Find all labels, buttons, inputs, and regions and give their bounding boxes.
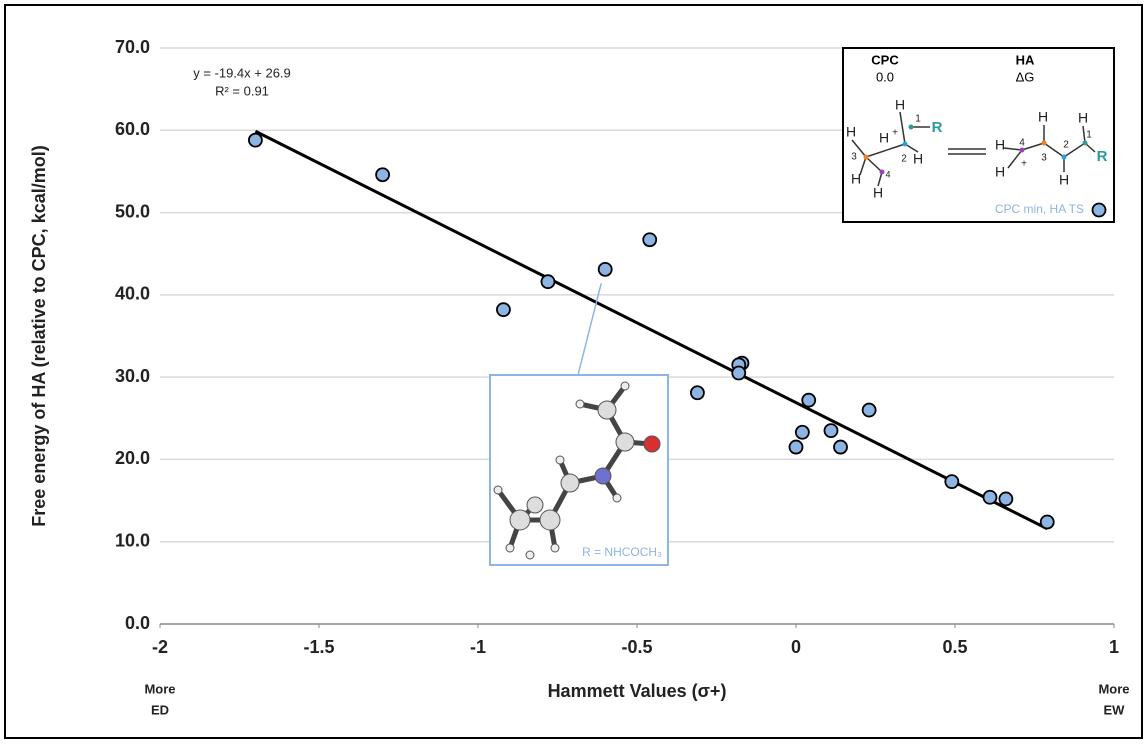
point [802,394,815,407]
scheme-atom-label: 2 [901,154,907,165]
scheme-atom-label: R [1097,148,1108,165]
y-tick-label: 70.0 [115,37,150,57]
atom [494,486,502,494]
scheme-atom-label: 1 [1086,130,1092,141]
x-tick-label: -2 [152,637,168,657]
scheme-atom-label: H [851,171,861,187]
atom [613,494,621,502]
scheme-atom-label: H [995,137,1005,153]
atom [576,400,584,408]
scheme-atom-label: H [913,151,923,167]
atom [561,474,579,492]
scheme-atom-label: 3 [851,152,857,163]
x-tick-label: -1.5 [303,637,334,657]
scheme-atom-label: 2 [1063,140,1069,151]
point [999,492,1012,505]
point [691,386,704,399]
x-tick-label: -0.5 [621,637,652,657]
trend-equation: y = -19.4x + 26.9 [193,65,291,80]
scheme-atom-label: + [1021,159,1027,170]
point [497,303,510,316]
scheme-title: CPC [871,52,899,67]
point [643,233,656,246]
scheme-atom-label: 4 [885,169,890,179]
x-tick-label: 1 [1109,637,1119,657]
scheme-atom [1042,141,1047,146]
scheme-title: HA [1016,52,1035,67]
legend-label: CPC min, HA TS [995,202,1084,216]
scheme-energy: 0.0 [876,69,894,84]
scheme-atom-label: 1 [915,114,921,125]
y-axis-label: Free energy of HA (relative to CPC, kcal… [29,145,49,526]
atom [598,401,616,419]
point [834,441,847,454]
y-tick-label: 60.0 [115,119,150,139]
point [983,491,996,504]
y-tick-label: 0.0 [125,613,150,633]
scheme-atom-label: H [1059,172,1069,188]
y-tick-label: 50.0 [115,201,150,221]
scheme-energy: ΔG [1016,69,1035,84]
point [1041,515,1054,528]
scheme-atom-label: 3 [1041,153,1047,164]
scheme-atom-label: H [895,97,905,113]
point [376,168,389,181]
scheme-atom-label: H [873,185,883,201]
x-tick-label: 0 [791,637,801,657]
atom [551,544,559,552]
y-tick-label: 10.0 [115,530,150,550]
point [824,424,837,437]
corner-label: More [144,681,175,696]
point [796,426,809,439]
x-tick-label: 0.5 [942,637,967,657]
scheme-atom-label: H [1078,110,1088,126]
scheme-atom-label: H [879,130,889,146]
inset-label: R = NHCOCH₃ [582,545,662,559]
scheme-atom-label: H [846,124,856,140]
legend-marker [1093,204,1106,217]
point [790,441,803,454]
chart: Free energy of HA (relative to CPC, kcal… [0,0,1148,744]
x-tick-label: -1 [470,637,486,657]
scheme-atom [1062,155,1067,160]
scheme-atom-label: H [995,164,1005,180]
point [863,404,876,417]
corner-label: ED [151,702,169,717]
scheme-atom-label: 4 [1019,138,1025,149]
y-tick-label: 30.0 [115,366,150,386]
scheme-atom [864,155,869,160]
atom [616,433,634,451]
atom [506,544,514,552]
atom [527,497,543,513]
y-tick-label: 20.0 [115,448,150,468]
scheme-atom [1083,141,1088,146]
scheme-atom-label: + [892,128,898,139]
point [541,275,554,288]
atom [644,436,660,452]
point [599,263,612,276]
point [249,134,262,147]
corner-label: More [1098,681,1129,696]
scheme-atom-label: H [1038,109,1048,125]
x-axis-label: Hammett Values (σ+) [548,681,727,701]
atom [540,510,560,530]
point [732,367,745,380]
atom [556,456,564,464]
scheme-atom [909,125,914,130]
point [945,475,958,488]
corner-label: EW [1104,702,1126,717]
atom [526,551,534,559]
scheme-atom-label: R [932,119,943,136]
y-tick-label: 40.0 [115,284,150,304]
atom [595,468,611,484]
atom [510,510,530,530]
trend-r2: R² = 0.91 [215,83,269,98]
scheme-atom [880,170,885,175]
atom [621,382,629,390]
scheme-atom [903,142,908,147]
